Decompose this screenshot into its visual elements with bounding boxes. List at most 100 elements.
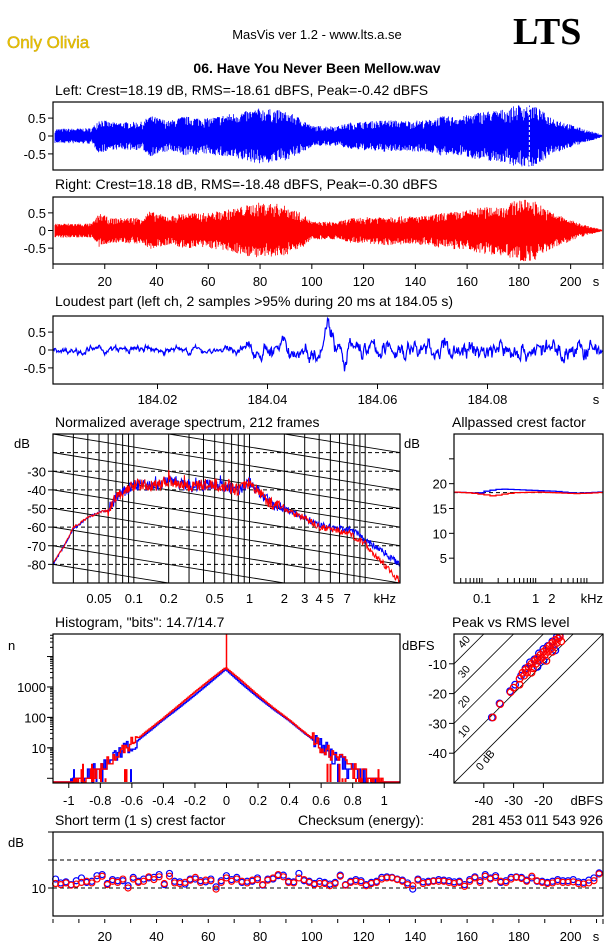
y-tick-label: -0.5: [24, 361, 46, 376]
y-tick-label: -50: [27, 502, 46, 517]
chart-title: Left: Crest=18.19 dB, RMS=-18.61 dBFS, P…: [55, 82, 428, 98]
right-crest-point: [191, 873, 199, 881]
app-title: MasVis ver 1.2 - www.lts.a.se: [232, 27, 402, 42]
plot-frame: [52, 196, 604, 265]
right-crest-point: [103, 881, 111, 889]
right-crest-point: [347, 878, 355, 887]
right-crest-point: [564, 878, 572, 887]
right-crest-point: [440, 877, 448, 885]
right-crest-point: [155, 873, 163, 881]
lts-logo: LTS: [513, 11, 581, 53]
right-crest-point: [77, 878, 86, 887]
chart-title: Short term (1 s) crest factor: [55, 812, 226, 828]
pink-noise-reference-line: [53, 545, 288, 583]
right-crest-point: [202, 876, 210, 884]
right-crest-point: [574, 879, 583, 888]
right-crest-point: [419, 879, 427, 888]
x-tick-label: 80: [253, 274, 267, 289]
right-crest-point: [502, 878, 510, 887]
x-tick-label: 180: [508, 274, 530, 289]
plot-frame: [453, 433, 604, 584]
y-tick-label: -70: [27, 539, 46, 554]
right-peak-rms-point: [548, 647, 557, 656]
x-tick-label: 2: [548, 591, 555, 606]
x-tick-label: 160: [456, 274, 478, 289]
left-crest-point: [155, 870, 163, 879]
x-tick-label: 184.06: [358, 392, 398, 407]
x-tick-label: 1: [532, 591, 539, 606]
x-tick-label: 120: [353, 929, 375, 944]
left-crest-point: [77, 874, 86, 882]
x-unit-label: kHz: [374, 591, 396, 606]
y-tick-label: -0.5: [24, 147, 46, 162]
crest-reference-line: [454, 634, 515, 694]
right-crest-point: [414, 876, 422, 884]
x-tick-label: 100: [301, 274, 323, 289]
y-tick-label: -20: [428, 687, 447, 702]
x-unit-label: kHz: [581, 591, 603, 606]
x-tick-label: 200: [560, 274, 582, 289]
right-crest-point: [357, 878, 365, 887]
x-tick-label: -0.4: [152, 793, 174, 808]
right-channel-crest-trace: [454, 491, 603, 497]
x-tick-label: 184.04: [248, 392, 288, 407]
checksum-label: Checksum (energy):: [298, 812, 424, 828]
x-tick-label: 100: [301, 929, 323, 944]
y-tick-label: 15: [433, 502, 447, 517]
right-crest-point: [403, 881, 412, 889]
right-peak-rms-point: [557, 637, 566, 646]
x-unit-label: s: [593, 929, 600, 944]
right-crest-point: [455, 878, 463, 887]
right-crest-point: [119, 875, 127, 883]
x-tick-label: 160: [456, 929, 478, 944]
pink-noise-reference-line: [53, 452, 400, 509]
chart-title: Normalized average spectrum, 212 frames: [55, 414, 320, 430]
x-tick-label: 0.2: [160, 591, 178, 606]
right-crest-point: [554, 877, 562, 885]
right-crest-point: [98, 872, 106, 880]
right-crest-point: [315, 879, 324, 888]
y-tick-label: 0: [39, 224, 46, 239]
right-crest-point: [445, 878, 453, 887]
right-crest-point: [129, 875, 137, 883]
right-crest-point: [176, 879, 184, 888]
right-crest-point: [124, 884, 132, 892]
right-peak-rms-point: [496, 700, 505, 708]
right-crest-point: [497, 877, 505, 885]
right-crest-point: [424, 878, 432, 887]
crest-reference-line: [454, 634, 544, 724]
pink-noise-reference-line: [53, 470, 400, 528]
waveform-trace: [54, 105, 603, 167]
left-crest-point: [222, 872, 231, 880]
right-crest-point: [590, 877, 598, 885]
x-unit-label: dBFS: [570, 793, 603, 808]
y-tick-label: -0.5: [24, 241, 46, 256]
right-crest-point: [523, 877, 531, 885]
y-tick-label: -30: [27, 464, 46, 479]
y-axis-unit: dB: [404, 436, 420, 451]
right-crest-point: [595, 870, 603, 878]
plot-frame: [52, 315, 604, 385]
right-crest-point: [435, 877, 443, 885]
short-term-crest-chart: Short term (1 s) crest factor Checksum (e…: [8, 812, 604, 944]
x-tick-label: 2: [281, 591, 288, 606]
y-tick-label: -30: [428, 716, 447, 731]
crest-line-label: 40: [456, 634, 473, 651]
x-tick-label: 184.02: [138, 392, 178, 407]
x-tick-label: -30: [504, 793, 523, 808]
x-unit-label: s: [593, 392, 600, 407]
x-tick-label: 200: [560, 929, 582, 944]
left-crest-point: [295, 869, 303, 878]
average-spectrum-chart: Normalized average spectrum, 212 frames -…: [14, 414, 401, 606]
file-title: 06. Have You Never Been Mellow.wav: [193, 60, 440, 76]
right-channel-histogram: [53, 667, 400, 783]
plot-frame: [52, 101, 604, 171]
crest-reference-line: [454, 634, 603, 783]
left-crest-point: [124, 882, 132, 890]
crest-line-label: 20: [456, 693, 473, 710]
right-crest-point: [207, 877, 215, 885]
x-tick-label: 180: [508, 929, 530, 944]
x-tick-label: 80: [253, 929, 267, 944]
right-crest-point: [398, 877, 407, 885]
x-tick-label: 20: [98, 274, 112, 289]
